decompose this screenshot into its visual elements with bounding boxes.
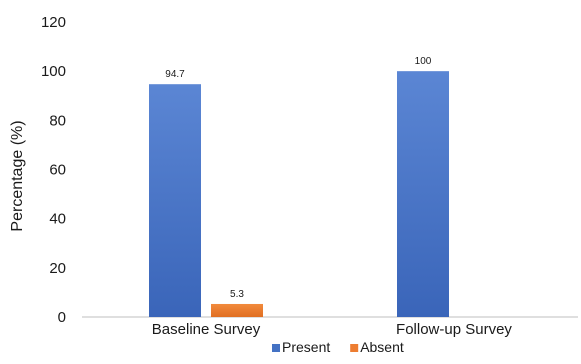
y-axis-title: Percentage (%) bbox=[9, 120, 26, 231]
data-label: 94.7 bbox=[165, 69, 185, 80]
y-axis-ticks: 0 20 40 60 80 100 120 bbox=[41, 14, 66, 326]
y-tick-label: 100 bbox=[41, 63, 66, 80]
data-labels: 94.7 5.3 100 bbox=[165, 56, 432, 300]
y-tick-label: 120 bbox=[41, 14, 66, 31]
legend-label-absent: Absent bbox=[360, 339, 404, 355]
legend-swatch-absent bbox=[350, 344, 359, 352]
legend: Present Absent bbox=[272, 339, 404, 355]
y-tick-label: 80 bbox=[49, 112, 66, 129]
bar-present bbox=[397, 71, 449, 318]
data-label: 5.3 bbox=[230, 289, 244, 300]
x-axis-categories: Baseline Survey Follow-up Survey bbox=[152, 321, 513, 338]
bar-absent bbox=[211, 303, 263, 317]
bar-present bbox=[149, 84, 201, 317]
data-label: 100 bbox=[415, 56, 432, 67]
y-tick-label: 40 bbox=[49, 211, 66, 228]
x-category-label: Baseline Survey bbox=[152, 321, 261, 338]
legend-label-present: Present bbox=[282, 339, 330, 355]
bars bbox=[149, 71, 449, 318]
y-tick-label: 60 bbox=[49, 162, 66, 179]
legend-swatch-present bbox=[272, 344, 280, 352]
y-tick-label: 20 bbox=[49, 260, 66, 277]
y-tick-label: 0 bbox=[58, 309, 66, 326]
x-category-label: Follow-up Survey bbox=[396, 321, 512, 338]
